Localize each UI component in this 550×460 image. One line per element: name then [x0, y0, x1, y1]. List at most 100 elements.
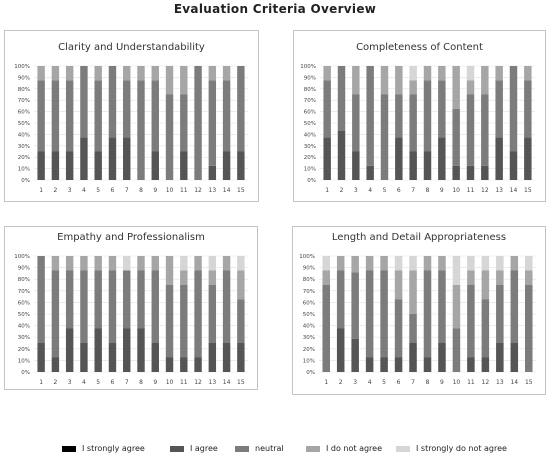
bar-segment-neutral [525, 285, 533, 372]
bar-segment-i-do-not-agree [352, 66, 360, 95]
bar-segment-i-agree [337, 130, 346, 180]
bar-segment-i-do-not-agree [438, 256, 446, 271]
legend: I strongly agree I agree neutral I do no… [40, 444, 540, 458]
chart-clarity: Clarity and Understandability 0% 10% 20% 30%… [4, 30, 259, 202]
legend-label: I agree [190, 444, 218, 453]
y-tick-label: 0% [306, 370, 315, 376]
bar-segment-i-agree [94, 328, 102, 372]
x-tick-label: 1 [324, 379, 328, 386]
bar-segment-neutral [452, 108, 460, 166]
y-tick-label: 70% [304, 98, 316, 104]
chart-title: Completeness of Content [356, 42, 483, 53]
bar-segment-neutral [137, 80, 145, 180]
bar-segment-i-agree [180, 151, 188, 180]
legend-item-strongly-do-not-agree: I strongly do not agree [396, 444, 507, 453]
bar-segment-neutral [409, 94, 417, 152]
bar-segment-i-do-not-agree [452, 66, 460, 109]
x-tick-label: 6 [111, 379, 115, 386]
bar-segment-i-agree [323, 137, 331, 180]
legend-swatch-strongly-do-not-agree [396, 445, 410, 452]
y-tick-label: 50% [303, 312, 315, 318]
x-tick-label: 10 [166, 379, 174, 386]
bar-segment-i-do-not-agree [80, 256, 88, 271]
bar-segment-neutral [51, 80, 60, 152]
x-tick-label: 3 [68, 379, 72, 386]
bar-segment-i-agree [466, 165, 475, 180]
bar-segment-i-do-not-agree [481, 66, 489, 95]
y-tick-label: 60% [303, 300, 315, 306]
bar-segment-i-agree [180, 357, 188, 372]
bar-segment-neutral [208, 285, 217, 343]
x-tick-label: 14 [223, 379, 231, 386]
bar-segment-i-do-not-agree [323, 66, 331, 81]
x-tick-label: 5 [96, 379, 100, 386]
y-tick-label: 10% [303, 358, 315, 364]
x-tick-label: 10 [453, 379, 461, 386]
bar-segment-i-agree [438, 343, 446, 372]
bar-segment-i-agree [351, 338, 359, 372]
chart-empathy: Empathy and Professionalism 0% 10% 20% 30% 40… [4, 226, 258, 390]
bar-segment-i-agree [366, 165, 374, 180]
bar-segment-neutral [466, 94, 475, 166]
bar-segment-neutral [108, 66, 117, 138]
x-tick-label: 1 [39, 379, 43, 386]
bar-segment-i-agree [51, 357, 60, 372]
x-tick-label: 1 [39, 187, 43, 194]
bar-segment-i-agree [496, 343, 504, 372]
y-tick-label: 60% [18, 110, 30, 116]
x-tick-label: 5 [96, 187, 100, 194]
bar-segment-neutral [323, 80, 331, 138]
legend-label: I do not agree [326, 444, 382, 453]
bar-segment-i-agree [151, 343, 159, 372]
x-tick-label: 7 [125, 187, 129, 194]
bar-segment-i-strongly-do-not-agree [481, 256, 490, 271]
x-tick-label: 10 [166, 187, 174, 194]
bar-segment-i-agree [510, 343, 519, 372]
chart-title: Length and Detail Appropriateness [332, 232, 506, 243]
x-tick-label: 3 [353, 379, 357, 386]
y-tick-label: 30% [18, 144, 30, 150]
bar-segment-i-do-not-agree [351, 256, 359, 273]
bar-segment-neutral [337, 66, 346, 131]
y-tick-label: 80% [303, 277, 315, 283]
bar-segment-neutral [365, 270, 374, 358]
bar-segment-neutral [322, 285, 330, 372]
y-tick-label: 40% [18, 132, 30, 138]
bar-segment-neutral [51, 270, 60, 358]
bar-segment-i-agree [222, 343, 231, 372]
legend-swatch-agree [170, 445, 184, 452]
legend-item-neutral: neutral [235, 444, 284, 453]
bar-segment-i-agree [65, 328, 74, 372]
legend-label: neutral [255, 444, 284, 453]
x-tick-label: 11 [467, 379, 475, 386]
bar-segment-i-do-not-agree [151, 256, 159, 271]
y-tick-label: 60% [18, 300, 30, 306]
bar-segment-neutral [137, 270, 145, 329]
bar-segment-neutral [394, 299, 403, 358]
bar-segment-neutral [123, 270, 131, 329]
chart-frame [293, 30, 546, 202]
bar-segment-neutral [151, 80, 159, 152]
x-tick-label: 8 [426, 187, 430, 194]
y-tick-label: 30% [303, 335, 315, 341]
bar-segment-i-do-not-agree [380, 256, 388, 271]
bar-segment-i-agree [237, 343, 245, 372]
bar-segment-neutral [108, 270, 117, 343]
x-tick-label: 7 [411, 379, 415, 386]
bar-segment-neutral [123, 80, 131, 138]
x-tick-label: 11 [180, 379, 188, 386]
x-tick-label: 6 [397, 187, 401, 194]
bar-segment-i-agree [524, 137, 532, 180]
y-tick-label: 90% [18, 266, 30, 272]
bar-segment-neutral [409, 314, 417, 343]
bar-segment-neutral [194, 270, 202, 358]
y-tick-label: 40% [304, 132, 316, 138]
y-tick-label: 20% [18, 347, 30, 353]
bar-segment-i-do-not-agree [336, 256, 345, 271]
y-tick-label: 50% [18, 121, 30, 127]
bar-segment-i-strongly-do-not-agree [525, 256, 533, 271]
bar-segment-i-agree [222, 151, 231, 180]
bar-segment-i-do-not-agree [151, 66, 159, 81]
y-tick-label: 100% [14, 254, 30, 260]
y-tick-label: 40% [303, 324, 315, 330]
